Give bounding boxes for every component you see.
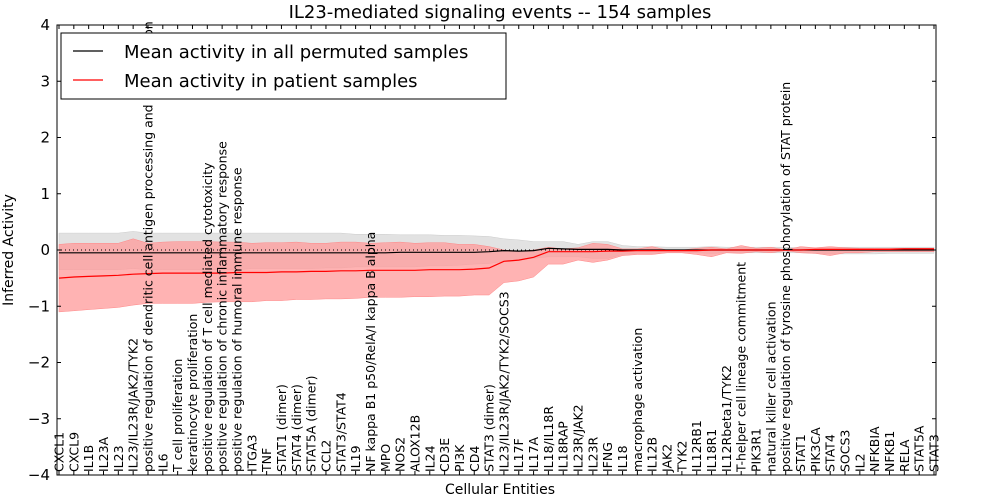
x-tick-label: STAT5A (dimer) <box>304 376 319 472</box>
y-tick-label: 3 <box>40 72 50 90</box>
x-tick-label: PIK3CA <box>808 427 823 472</box>
x-tick-label: IL18 <box>615 445 630 472</box>
x-tick-label: RELA <box>897 439 912 472</box>
x-tick-label: IL18R1 <box>704 429 719 472</box>
x-tick-label: STAT3 <box>927 434 942 472</box>
x-tick-label: T cell proliferation <box>170 359 185 473</box>
x-tick-label: IL17A <box>526 436 541 472</box>
x-tick-label: STAT1 (dimer) <box>274 384 289 472</box>
legend: Mean activity in all permuted samples Me… <box>60 32 507 100</box>
x-tick-label: NF kappa B1 p50/RelA/I kappa B alpha <box>363 232 378 472</box>
x-tick-label: positive regulation of tyrosine phosphor… <box>778 82 793 472</box>
x-tick-label: STAT5A <box>912 425 927 472</box>
legend-label-permuted: Mean activity in all permuted samples <box>124 42 468 63</box>
legend-label-patient: Mean activity in patient samples <box>124 71 418 92</box>
x-tick-label: IL12B <box>645 437 660 472</box>
line-patient-mean <box>58 248 934 279</box>
x-tick-label: IL23A <box>96 436 111 472</box>
x-tick-label: TYK2 <box>674 441 689 473</box>
y-tick-label: −4 <box>28 466 50 484</box>
x-tick-label: IL24 <box>422 445 437 472</box>
y-axis: −4 −3 −2 −1 0 1 2 3 4 <box>28 16 936 484</box>
x-tick-label: IL23/IL23R/JAK2/TYK2/SOCS3 <box>496 291 511 472</box>
legend-box <box>60 32 507 100</box>
x-tick-label: natural killer cell activation <box>763 301 778 472</box>
x-tick-label: TNF <box>259 448 274 473</box>
x-tick-label: STAT1 <box>793 434 808 472</box>
y-tick-label: −2 <box>28 354 50 372</box>
x-tick-label: positive regulation of dendritic cell an… <box>141 21 156 472</box>
chart-title: IL23-mediated signaling events -- 154 sa… <box>289 2 712 23</box>
x-tick-label: positive regulation of chronic inflammat… <box>215 141 230 472</box>
x-tick-label: STAT3/STAT4 <box>333 392 348 472</box>
y-tick-label: 2 <box>40 129 50 147</box>
x-tick-label: JAK2 <box>660 444 675 473</box>
x-tick-label: IL23R <box>585 436 600 472</box>
x-tick-label: T-helper cell lineage commitment <box>734 262 749 473</box>
x-tick-label: IL6 <box>155 453 170 472</box>
y-tick-label: 4 <box>40 16 50 34</box>
x-tick-labels: CXCL1 CXCL9 IL1B IL23A IL23 IL23/IL23R/JAK2/T… <box>52 21 942 475</box>
y-tick-label: 0 <box>40 241 50 259</box>
x-tick-label: IL18RAP <box>556 421 571 472</box>
y-axis-label: Inferred Activity <box>1 194 17 306</box>
x-tick-label: IL2 <box>852 453 867 472</box>
x-tick-label: IL1B <box>81 445 96 472</box>
x-tick-label: IL12Rbeta1/TYK2 <box>719 365 734 472</box>
x-tick-label: ITGA3 <box>244 434 259 472</box>
x-tick-label: NFKBIA <box>867 426 882 472</box>
x-tick-label: IL23 <box>111 445 126 472</box>
x-tick-label: IL12RB1 <box>689 420 704 472</box>
x-tick-label: IL23/IL23R/JAK2/TYK2 <box>126 338 141 472</box>
x-tick-label: NFKB1 <box>882 431 897 472</box>
x-tick-label: CXCL1 <box>52 432 67 472</box>
x-tick-label: STAT4 <box>823 434 838 472</box>
x-tick-label: IL19 <box>348 445 363 472</box>
x-axis-label: Cellular Entities <box>445 482 555 498</box>
x-tick-label: PIK3R1 <box>749 428 764 472</box>
x-tick-label: IFNG <box>600 442 615 472</box>
x-tick-label: IL17F <box>511 438 526 472</box>
x-tick-label: STAT3 (dimer) <box>482 384 497 472</box>
x-tick-label: PI3K <box>452 444 467 472</box>
x-tick-label: macrophage activation <box>630 328 645 472</box>
x-tick-label: STAT4 (dimer) <box>289 384 304 472</box>
plot-frame <box>56 24 937 476</box>
x-tick-label: CD4 <box>467 446 482 472</box>
x-tick-label: CXCL9 <box>66 432 81 472</box>
x-tick-label: keratinocyte proliferation <box>185 314 200 472</box>
x-tick-label: NOS2 <box>393 437 408 472</box>
x-tick-label: CD3E <box>437 438 452 472</box>
x-tick-label: ALOX12B <box>407 415 422 472</box>
x-tick-label: positive regulation of humoral immune re… <box>230 167 245 472</box>
y-tick-label: −1 <box>28 297 50 315</box>
band-patient <box>58 238 935 313</box>
x-tick-label: MPO <box>378 444 393 472</box>
x-tick-label: positive regulation of T cell mediated c… <box>200 162 215 472</box>
y-tick-label: −3 <box>28 410 50 428</box>
plot-area <box>57 231 936 313</box>
x-tick-label: IL18/IL18R <box>541 406 556 472</box>
x-tick-label: IL23R/JAK2 <box>571 404 586 472</box>
x-tick-label: CCL2 <box>318 440 333 472</box>
y-tick-label: 1 <box>40 185 50 203</box>
x-tick-label: SOCS3 <box>838 430 853 472</box>
